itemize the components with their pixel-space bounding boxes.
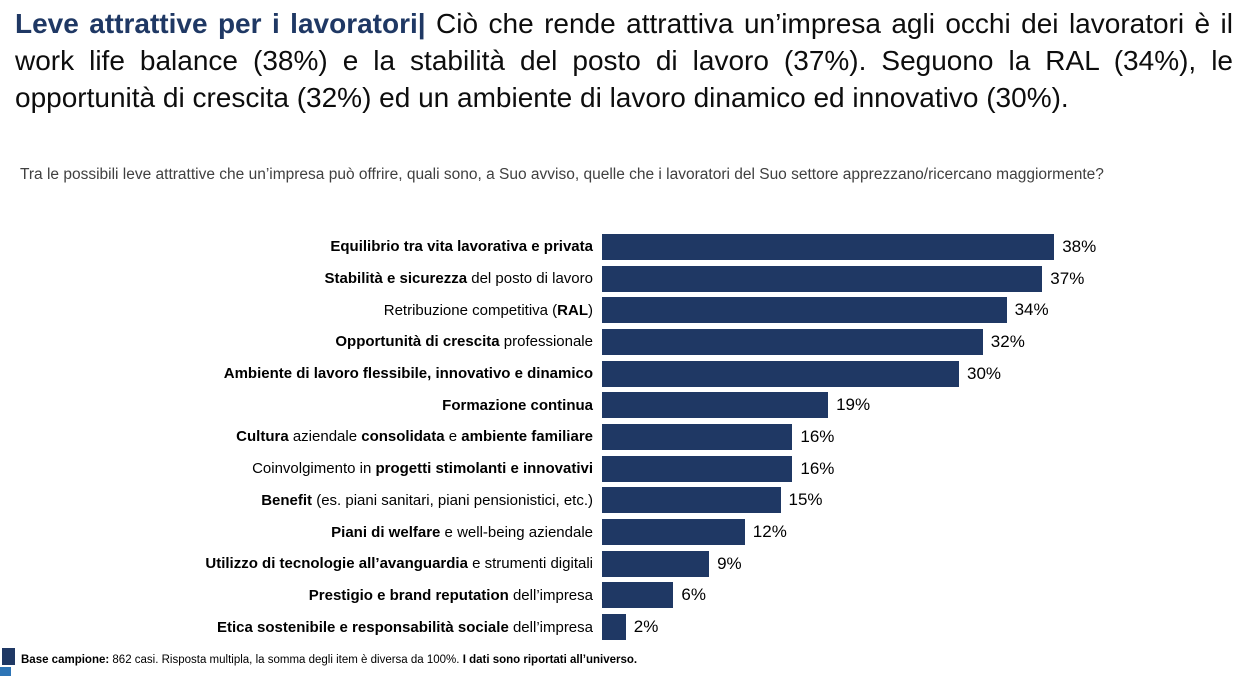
bar-row: Stabilità e sicurezza del posto di lavor… [16, 263, 1241, 295]
category-label: Prestigio e brand reputation dell’impres… [308, 586, 593, 604]
footnote: Base campione: 862 casi. Risposta multip… [21, 652, 1121, 668]
bar-row: Piani di welfare e well-being aziendale 1… [16, 516, 1241, 548]
page-title: Leve attrattive per i lavoratori| Ciò ch… [15, 6, 1233, 117]
value-label: 15% [788, 490, 823, 510]
bar [602, 265, 1043, 292]
title-highlight: Leve attrattive per i lavoratori| [15, 8, 426, 39]
bar [602, 519, 745, 546]
value-label: 38% [1062, 236, 1097, 256]
bar-row: Utilizzo di tecnologie all’avanguardia e… [16, 548, 1241, 580]
bar-row: Formazione continua 19% [16, 389, 1241, 421]
bar-chart: Equilibrio tra vita lavorativa e privata… [16, 231, 1241, 643]
category-label: Stabilità e sicurezza del posto di lavor… [324, 270, 593, 288]
decor-square-dark-icon [2, 648, 15, 665]
category-label: Utilizzo di tecnologie all’avanguardia e… [205, 555, 593, 573]
bar [602, 455, 793, 482]
survey-question: Tra le possibili leve attrattive che un’… [20, 166, 1104, 183]
bar-row: Benefit (es. piani sanitari, piani pensi… [16, 485, 1241, 517]
bar [602, 233, 1055, 260]
bar [602, 328, 983, 355]
bar [602, 550, 710, 577]
category-label: Piani di welfare e well-being aziendale [331, 523, 593, 541]
category-label: Retribuzione competitiva (RAL) [383, 301, 593, 319]
category-label: Equilibrio tra vita lavorativa e privata [330, 238, 593, 256]
bar-row: Coinvolgimento in progetti stimolanti e … [16, 453, 1241, 485]
category-label: Coinvolgimento in progetti stimolanti e … [252, 460, 593, 478]
bar [602, 487, 781, 514]
category-label: Opportunità di crescita professionale [335, 333, 593, 351]
bar-row: Opportunità di crescita professionale 32% [16, 326, 1241, 358]
bar-row: Equilibrio tra vita lavorativa e privata… [16, 231, 1241, 263]
value-label: 16% [800, 426, 835, 446]
value-label: 6% [681, 585, 706, 605]
bar [602, 614, 626, 641]
value-label: 19% [836, 395, 871, 415]
category-label: Ambiente di lavoro flessibile, innovativ… [223, 365, 593, 383]
value-label: 34% [1014, 300, 1049, 320]
bar [602, 582, 674, 609]
title-body: Ciò che rende attrattiva un’impresa agli… [15, 8, 1233, 113]
value-label: 9% [717, 553, 742, 573]
category-label: Benefit (es. piani sanitari, piani pensi… [261, 491, 593, 509]
footnote-bold-prefix: Base campione: [21, 654, 110, 666]
bar-row: Ambiente di lavoro flessibile, innovativ… [16, 358, 1241, 390]
value-label: 32% [990, 331, 1025, 351]
bar-row: Prestigio e brand reputation dell’impres… [16, 580, 1241, 612]
category-label: Cultura aziendale consolidata e ambiente… [236, 428, 593, 446]
decor-square-light-icon [0, 667, 11, 676]
value-label: 16% [800, 458, 835, 478]
value-label: 12% [752, 522, 787, 542]
bar [602, 392, 829, 419]
value-label: 2% [633, 617, 659, 637]
category-label: Formazione continua [442, 396, 593, 414]
footnote-regular: 862 casi. Risposta multipla, la somma de… [109, 654, 463, 666]
bar [602, 297, 1007, 324]
bar-row: Retribuzione competitiva (RAL) 34% [16, 294, 1241, 326]
footnote-bold-suffix: I dati sono riportati all’universo. [462, 654, 638, 666]
value-label: 37% [1050, 268, 1085, 288]
value-label: 30% [967, 363, 1002, 383]
bar-row: Cultura aziendale consolidata e ambiente… [16, 421, 1241, 453]
bar-row: Etica sostenibile e responsabilità socia… [16, 611, 1241, 643]
bar [602, 360, 959, 387]
bar [602, 423, 793, 450]
category-label: Etica sostenibile e responsabilità socia… [217, 618, 593, 636]
